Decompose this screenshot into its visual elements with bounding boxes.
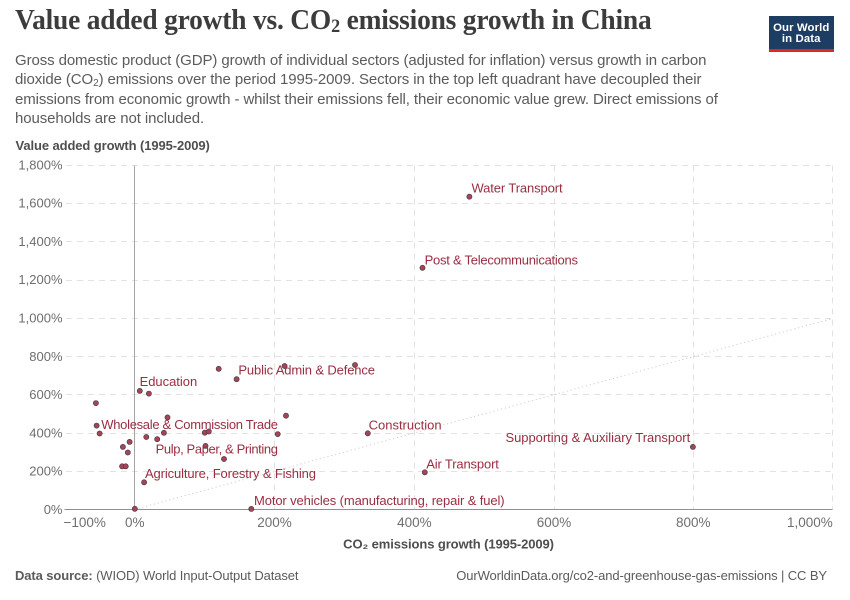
svg-text:−100%: −100% xyxy=(64,515,106,530)
svg-text:Supporting & Auxiliary Transpo: Supporting & Auxiliary Transport xyxy=(505,430,690,445)
svg-text:200%: 200% xyxy=(257,515,292,530)
svg-text:400%: 400% xyxy=(397,515,432,530)
svg-text:CO₂ emissions growth (1995-200: CO₂ emissions growth (1995-2009) xyxy=(343,537,554,552)
svg-text:Wholesale & Commission Trade: Wholesale & Commission Trade xyxy=(101,417,277,432)
svg-text:800%: 800% xyxy=(29,349,63,364)
svg-text:Post & Telecommunications: Post & Telecommunications xyxy=(425,253,579,268)
svg-text:600%: 600% xyxy=(537,515,572,530)
svg-text:1,000%: 1,000% xyxy=(18,311,63,326)
svg-text:1,200%: 1,200% xyxy=(18,272,63,287)
svg-text:1,000%: 1,000% xyxy=(787,515,833,530)
svg-text:Air Transport: Air Transport xyxy=(426,457,499,472)
svg-text:1,600%: 1,600% xyxy=(18,196,63,211)
svg-text:1,400%: 1,400% xyxy=(18,234,63,249)
svg-text:Education: Education xyxy=(140,374,198,389)
svg-text:400%: 400% xyxy=(29,425,63,440)
svg-text:Water Transport: Water Transport xyxy=(472,181,563,196)
svg-text:800%: 800% xyxy=(676,515,711,530)
svg-text:600%: 600% xyxy=(29,387,63,402)
svg-text:1,800%: 1,800% xyxy=(18,157,63,172)
svg-text:Motor vehicles (manufacturing,: Motor vehicles (manufacturing, repair & … xyxy=(254,493,504,508)
svg-text:Agriculture, Forestry & Fishin: Agriculture, Forestry & Fishing xyxy=(145,466,316,481)
svg-text:0%: 0% xyxy=(44,502,63,517)
svg-text:200%: 200% xyxy=(29,464,63,479)
svg-text:Pulp, Paper, & Printing: Pulp, Paper, & Printing xyxy=(156,441,278,456)
svg-text:Public Admin & Defence: Public Admin & Defence xyxy=(238,362,374,377)
svg-text:Construction: Construction xyxy=(369,417,442,432)
svg-text:0%: 0% xyxy=(125,515,145,530)
svg-text:Value added growth (1995-2009): Value added growth (1995-2009) xyxy=(16,138,210,153)
